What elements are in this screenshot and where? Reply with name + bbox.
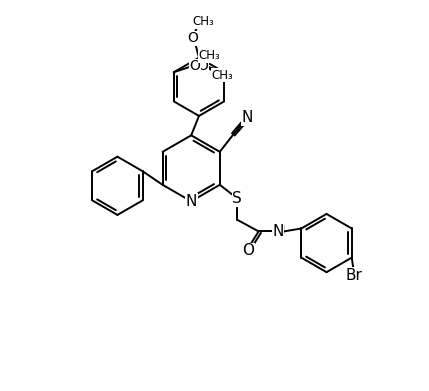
Text: O: O [188,31,199,45]
Text: O: O [197,59,208,74]
Text: N: N [241,110,253,125]
Text: S: S [233,191,242,206]
Text: H: H [276,224,285,237]
Text: O: O [242,243,254,258]
Text: N: N [272,224,284,239]
Text: N: N [185,194,197,209]
Text: Br: Br [345,267,362,283]
Text: CH₃: CH₃ [212,69,233,82]
Text: O: O [190,59,200,74]
Text: CH₃: CH₃ [192,16,214,29]
Text: CH₃: CH₃ [199,49,221,62]
